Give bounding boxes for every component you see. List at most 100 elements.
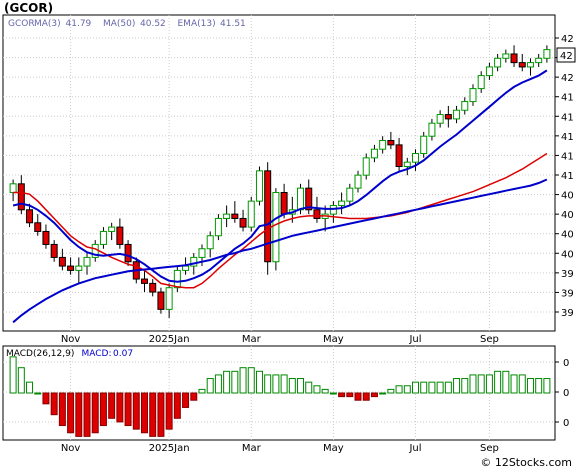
macd-y-tick-label: 0 xyxy=(563,388,569,399)
candle xyxy=(428,118,436,141)
macd-bar-positive xyxy=(288,378,296,394)
macd-bar-negative xyxy=(165,392,173,430)
candle-down-body xyxy=(42,230,50,245)
last-price-tag xyxy=(556,47,576,63)
candle-up-body xyxy=(338,200,346,206)
macd-bar-negative xyxy=(67,392,75,434)
candle xyxy=(231,201,239,223)
macd-bar-positive xyxy=(428,381,436,394)
macd-bar-positive xyxy=(214,374,222,394)
candle xyxy=(477,71,485,93)
candle xyxy=(149,279,157,297)
macd-bar-negative xyxy=(149,392,157,437)
macd-y-tick-label: 0 xyxy=(563,358,569,369)
candle-up-body xyxy=(223,213,231,219)
macd-bar-positive xyxy=(9,356,17,394)
macd-bar-positive xyxy=(485,374,493,394)
candle-up-body xyxy=(535,57,543,64)
last-price-label: 42 xyxy=(560,51,573,62)
candle-up-body xyxy=(436,114,444,124)
candle-up-body xyxy=(99,230,107,245)
candle xyxy=(453,105,461,124)
candle xyxy=(510,45,518,67)
macd-bar-negative xyxy=(108,392,116,419)
macd-bar-positive xyxy=(403,385,411,394)
candle-up-body xyxy=(469,88,477,103)
price-x-tick-label: 2025Jan xyxy=(149,334,190,345)
candle-up-body xyxy=(346,187,354,202)
macd-bar-positive xyxy=(198,388,206,394)
macd-bar-negative xyxy=(58,392,66,427)
candle xyxy=(313,196,321,223)
macd-bar-positive xyxy=(34,392,42,395)
macd-bar-negative xyxy=(42,392,50,405)
candle xyxy=(165,283,173,319)
candle-up-body xyxy=(214,217,222,237)
macd-x-tick-label: May xyxy=(323,443,344,454)
macd-bar-positive xyxy=(494,370,502,394)
candle-down-body xyxy=(264,170,272,263)
price-y-tick-label: 39 xyxy=(561,308,574,319)
candle xyxy=(108,222,116,241)
macd-x-tick-label: Nov xyxy=(61,443,81,454)
price-legend-label: MA(50) xyxy=(103,19,135,29)
candle-down-body xyxy=(305,187,313,211)
price-legend: GCOR MA(3) 41.79 MA(50) 40.52 EMA(13) 41.51 xyxy=(8,19,246,29)
candle xyxy=(206,231,214,258)
candle-up-body xyxy=(272,191,280,263)
macd-x-tick-label: Sep xyxy=(480,443,499,454)
macd-bar-positive xyxy=(461,378,469,394)
candle xyxy=(58,248,66,271)
candle xyxy=(173,266,181,293)
macd-bar-positive xyxy=(17,367,25,394)
candle-up-body xyxy=(297,187,305,211)
macd-bar-positive xyxy=(395,385,403,394)
macd-bar-positive xyxy=(444,381,452,394)
candle-down-body xyxy=(26,209,34,224)
candle xyxy=(247,196,255,232)
candle-up-body xyxy=(247,200,255,228)
candle-down-body xyxy=(518,62,526,68)
macd-x-tick-label: Jul xyxy=(408,443,421,454)
candle xyxy=(395,137,403,171)
price-panel-frame xyxy=(2,14,556,332)
candle xyxy=(255,166,263,206)
macd-bar-positive xyxy=(26,381,34,394)
candle xyxy=(42,224,50,249)
candle-up-body xyxy=(428,122,436,137)
macd-bar-positive xyxy=(420,381,428,394)
macd-bar-negative xyxy=(370,392,378,398)
candle xyxy=(444,105,452,128)
price-x-tick-label: May xyxy=(323,334,344,345)
candle xyxy=(272,188,280,271)
candle-down-body xyxy=(395,144,403,168)
candle xyxy=(239,209,247,232)
candle-up-body xyxy=(198,248,206,258)
price-y-tick-label: 41 xyxy=(561,93,574,104)
candle xyxy=(305,179,313,215)
macd-bar-negative xyxy=(50,392,58,416)
candle-up-body xyxy=(108,226,116,232)
ma-short-line xyxy=(13,152,548,289)
candle-up-body xyxy=(9,183,17,193)
candle-down-body xyxy=(157,291,165,310)
macd-bar-negative xyxy=(124,392,132,427)
macd-bar-negative xyxy=(99,392,107,427)
candle xyxy=(34,214,42,236)
candle-up-body xyxy=(190,256,198,267)
candle-up-body xyxy=(362,157,370,176)
candle xyxy=(420,131,428,158)
candle-up-body xyxy=(206,235,214,250)
candle xyxy=(116,218,124,249)
macd-bar-positive xyxy=(255,370,263,394)
candle-down-body xyxy=(313,209,321,219)
candle-up-body xyxy=(403,161,411,168)
macd-bar-positive xyxy=(272,374,280,394)
candle-down-body xyxy=(239,217,247,228)
macd-legend: MACD(26,12,9) MACD: 0.07 xyxy=(6,349,133,359)
price-x-tick-label: Sep xyxy=(480,334,499,345)
macd-bar-negative xyxy=(132,392,140,430)
macd-bar-positive xyxy=(379,392,387,395)
candle xyxy=(370,144,378,163)
macd-bar-positive xyxy=(297,378,305,394)
